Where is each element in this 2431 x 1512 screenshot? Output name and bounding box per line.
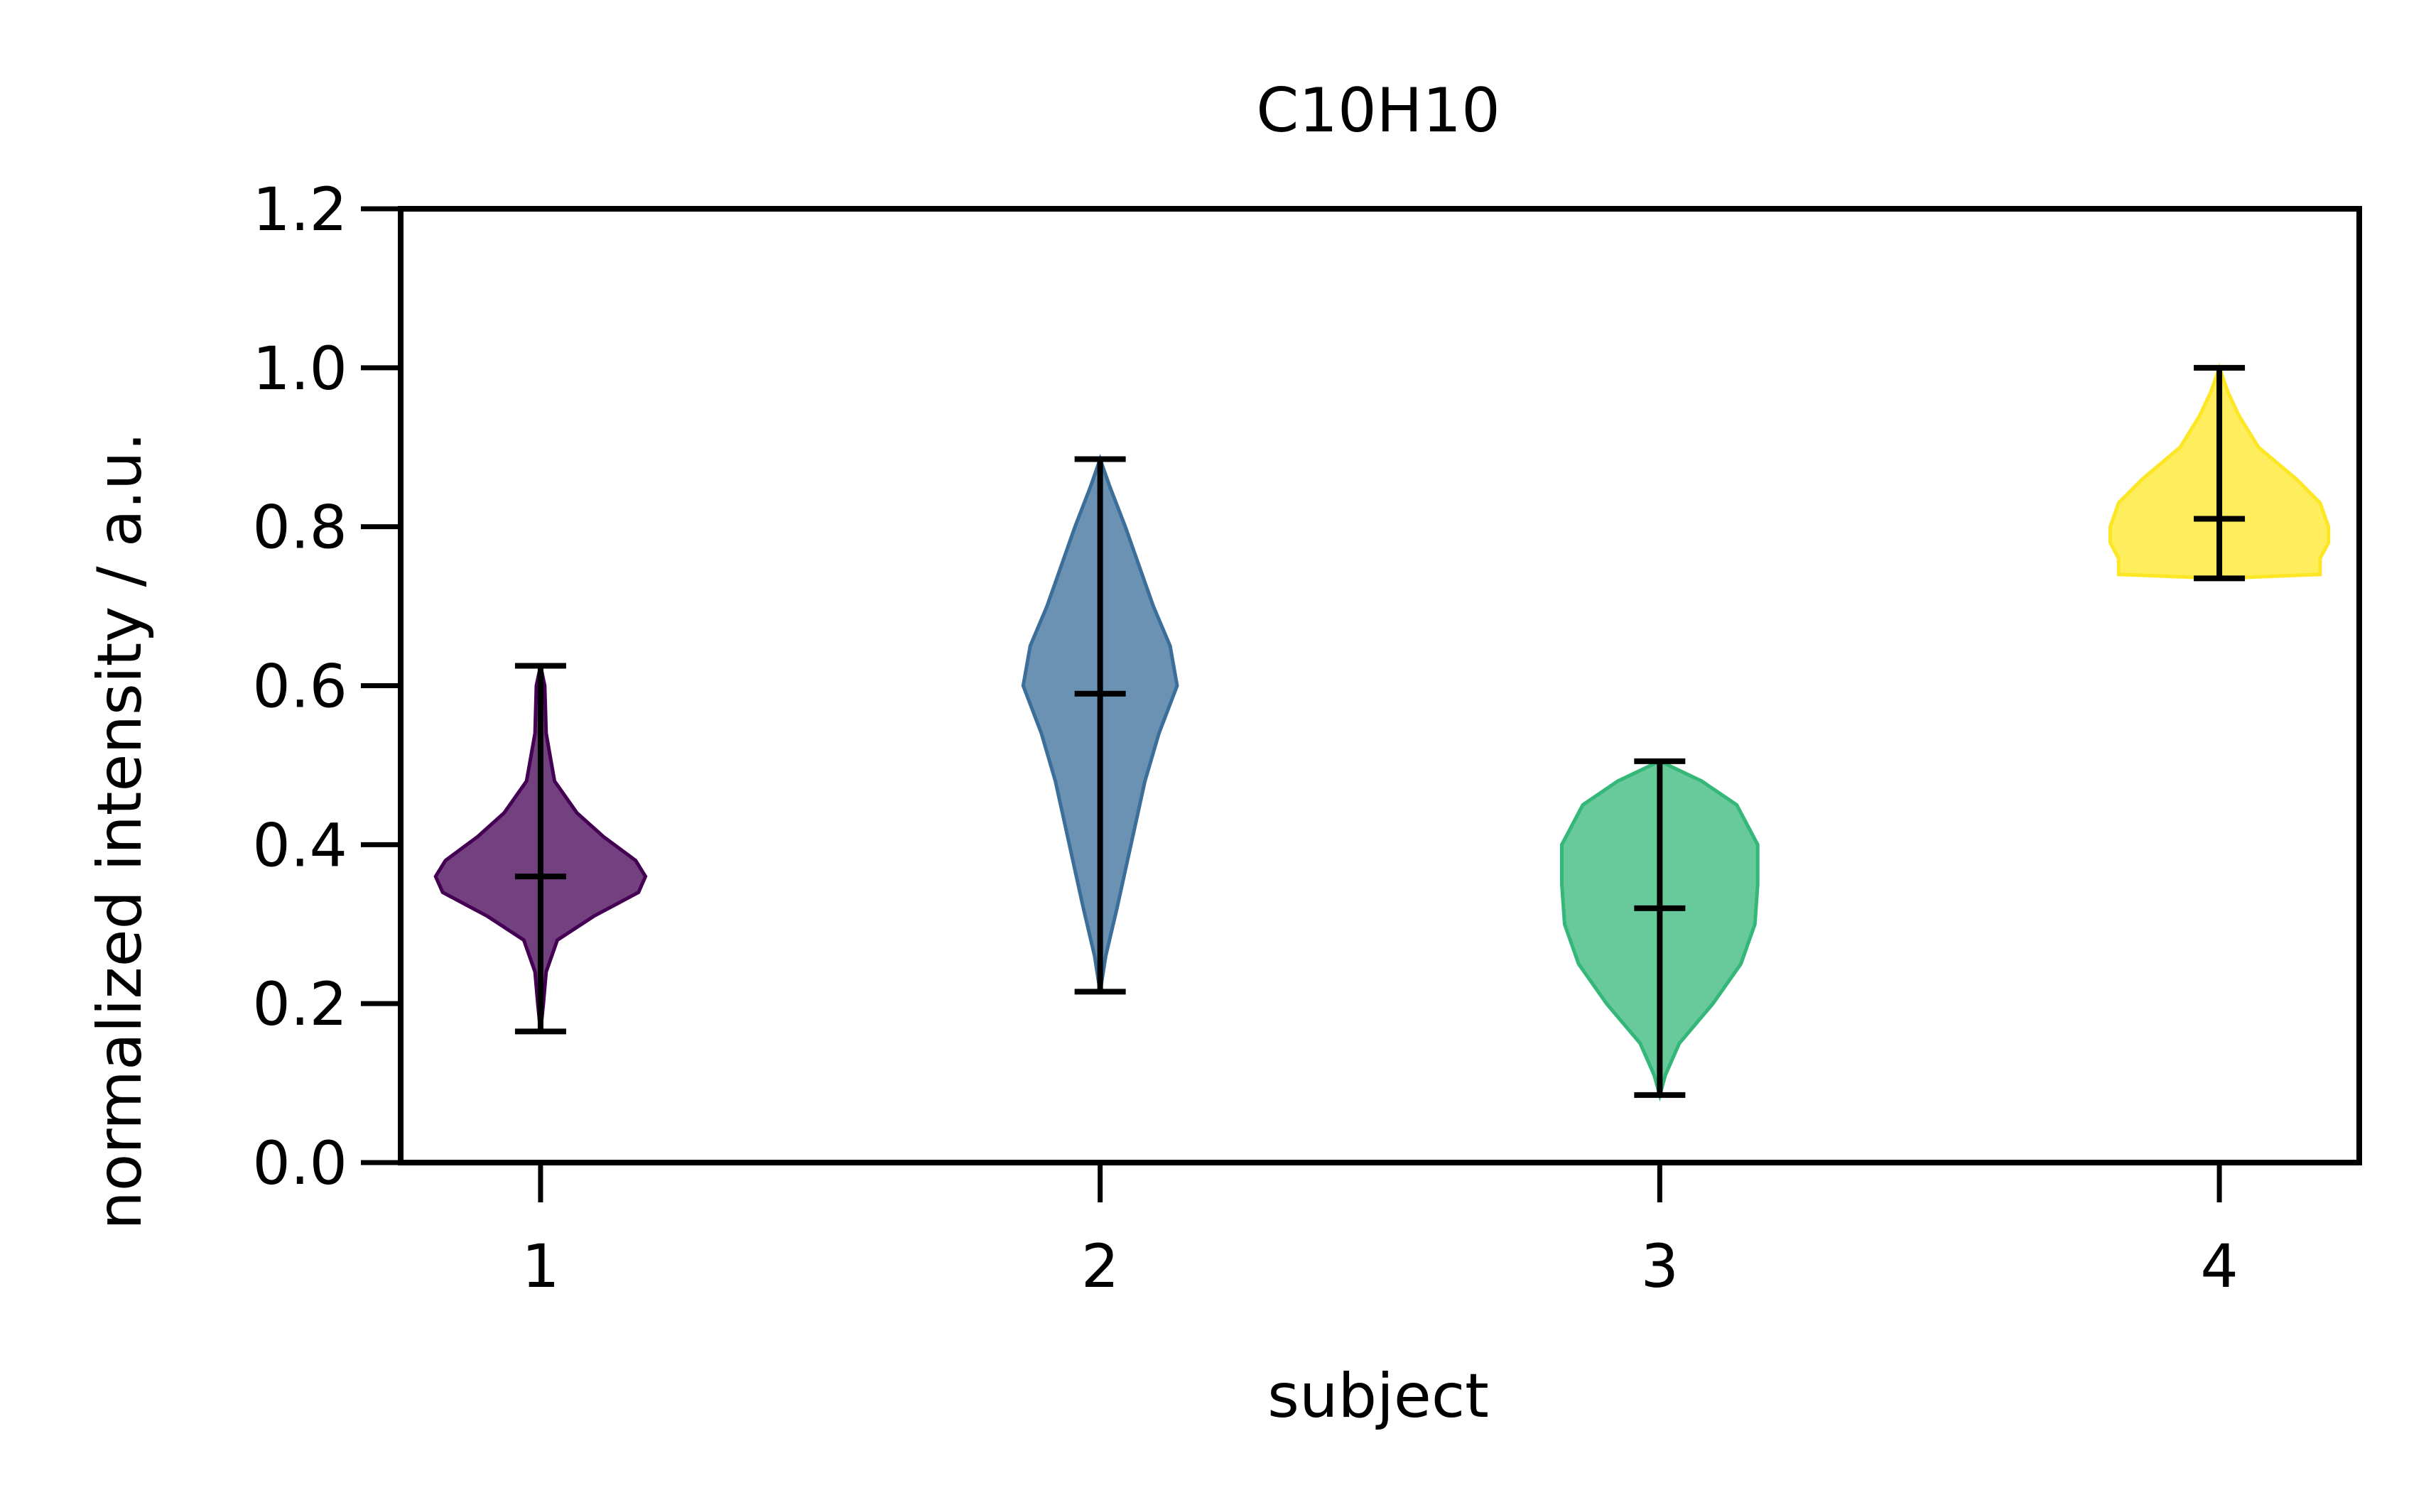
- x-tick-label-3: 4: [2200, 1231, 2238, 1301]
- y-tick-label-2: 0.4: [252, 810, 347, 880]
- x-tick-label-0: 1: [521, 1231, 559, 1301]
- tick-layer: 0.0 0.2 0.4 0.6 0.8 1.0 1.2 1 2 3 4: [252, 175, 2238, 1301]
- x-tick-label-1: 2: [1081, 1231, 1119, 1301]
- y-tick-label-3: 0.6: [252, 652, 347, 722]
- violin-layer: [433, 362, 2331, 1102]
- y-axis-label: normalized intensity / a.u.: [85, 432, 156, 1230]
- plot-frame: [398, 206, 2362, 1165]
- y-tick-label-6: 1.2: [252, 175, 347, 244]
- y-tick-label-4: 0.8: [252, 493, 347, 562]
- y-tick-label-0: 0.0: [252, 1128, 347, 1198]
- x-axis-label: subject: [1267, 1361, 1489, 1432]
- chart-title: C10H10: [1256, 75, 1500, 146]
- y-tick-label-5: 1.0: [252, 334, 347, 403]
- y-tick-label-1: 0.2: [252, 969, 347, 1039]
- x-tick-label-2: 3: [1641, 1231, 1679, 1301]
